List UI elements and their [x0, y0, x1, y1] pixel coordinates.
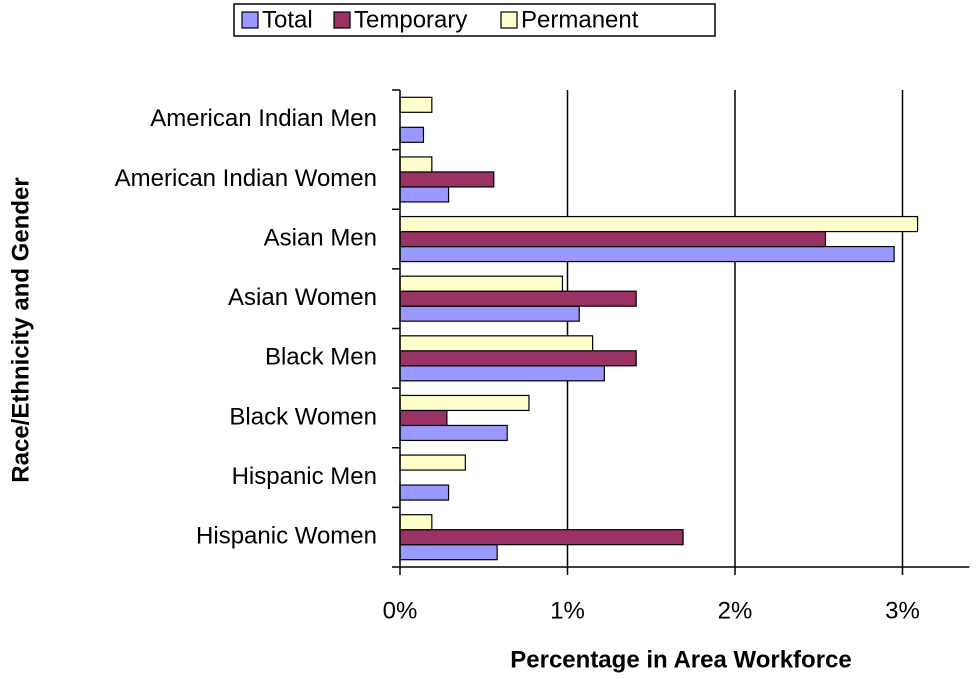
bar	[399, 171, 495, 188]
legend	[233, 3, 716, 37]
bar	[399, 215, 919, 233]
y-tick-label: American Indian Women	[115, 165, 377, 192]
bar	[399, 424, 508, 442]
x-axis-title: Percentage in Area Workforce	[510, 646, 851, 673]
y-tick-label: Hispanic Women	[196, 523, 377, 550]
y-tick-label: Asian Women	[228, 284, 377, 311]
legend-swatch	[333, 11, 351, 29]
legend-label: Permanent	[521, 6, 639, 33]
bar	[399, 245, 895, 263]
bar	[399, 529, 684, 546]
bar	[399, 305, 580, 322]
bar	[399, 96, 433, 113]
bar	[399, 290, 637, 307]
bar	[399, 394, 530, 412]
bar	[399, 409, 448, 427]
legend-swatch	[241, 11, 259, 29]
bar	[399, 544, 498, 561]
x-tick-label: 3%	[885, 597, 920, 624]
bar	[399, 335, 594, 352]
y-axis-title: Race/Ethnicity and Gender	[7, 177, 34, 482]
bar	[399, 514, 433, 531]
x-tick-label: 2%	[718, 597, 753, 624]
bar	[399, 484, 450, 501]
y-tick-label: Hispanic Men	[232, 463, 377, 490]
bar	[399, 454, 466, 471]
bar	[399, 350, 637, 367]
y-tick-label: Black Women	[229, 403, 377, 430]
bar	[399, 275, 564, 292]
bar	[399, 230, 827, 248]
y-tick-label: Black Men	[265, 344, 377, 371]
y-tick-label: Asian Men	[264, 224, 377, 251]
bar	[399, 156, 433, 173]
bar	[399, 186, 450, 203]
legend-label: Temporary	[354, 6, 467, 33]
legend-swatch	[500, 11, 518, 29]
x-tick-label: 1%	[550, 597, 585, 624]
bar	[399, 126, 425, 143]
x-tick-label: 0%	[383, 597, 418, 624]
bar	[399, 365, 605, 382]
legend-label: Total	[262, 6, 313, 33]
y-tick-label: American Indian Men	[150, 105, 377, 132]
